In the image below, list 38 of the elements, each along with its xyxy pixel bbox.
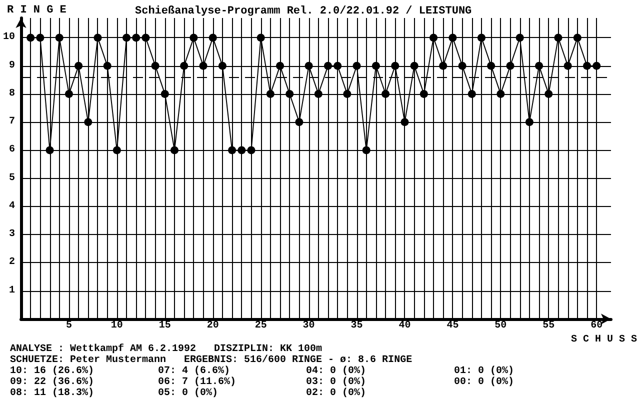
text: 00: 0 (0%) bbox=[454, 377, 514, 388]
chart-title: Schießanalyse-Programm Rel. 2.0/22.01.92 / LEISTUNG bbox=[135, 6, 472, 18]
x-tick-label: 15 bbox=[158, 320, 171, 332]
y-tick-label: 7 bbox=[8, 116, 15, 128]
text: 01: 0 (0%) bbox=[454, 366, 514, 377]
x-tick-label: 45 bbox=[446, 320, 459, 332]
text: 04: 0 (0%) bbox=[306, 366, 366, 377]
x-tick-label: 50 bbox=[494, 320, 507, 332]
x-tick-label: 10 bbox=[110, 320, 123, 332]
y-tick-label: 4 bbox=[8, 200, 15, 212]
x-tick-label: 25 bbox=[254, 320, 267, 332]
x-tick-label: 60 bbox=[590, 320, 603, 332]
y-tick-label: 10 bbox=[2, 32, 15, 44]
y-tick-label: 3 bbox=[8, 229, 15, 240]
x-tick-label: 35 bbox=[350, 320, 363, 332]
text: 09: 22 (36.6%) bbox=[10, 377, 94, 388]
x-tick-label: 55 bbox=[542, 320, 555, 332]
text: 07: 4 (6.6%) bbox=[158, 366, 230, 377]
text: 06: 7 (11.6%) bbox=[158, 377, 236, 388]
text: 03: 0 (0%) bbox=[306, 377, 366, 388]
x-tick-label: 5 bbox=[66, 320, 72, 332]
y-tick-label: 9 bbox=[8, 60, 15, 72]
x-axis-title: S C H U S S bbox=[570, 334, 638, 346]
y-axis-title: R I N G E bbox=[7, 4, 67, 16]
x-tick-label: 20 bbox=[206, 320, 219, 332]
text: 05: 0 (0%) bbox=[158, 388, 218, 399]
x-tick-label: 30 bbox=[302, 320, 315, 332]
text: 08: 11 (18.3%) bbox=[10, 388, 94, 399]
y-tick-label: 5 bbox=[8, 172, 15, 184]
y-tick-label: 8 bbox=[8, 88, 15, 100]
text: 02: 0 (0%) bbox=[306, 388, 366, 399]
y-tick-label: 1 bbox=[8, 285, 15, 296]
text: 10: 16 (26.6%) bbox=[10, 366, 94, 377]
text: ANALYSE : Wettkampf AM 6.2.1992 DISZIPLIN: KK 100m bbox=[10, 344, 322, 355]
y-tick-label: 2 bbox=[8, 257, 15, 268]
text: SCHUETZE: Peter Mustermann ERGEBNIS: 516/600 RINGE - ø: 8.6 RINGE bbox=[10, 355, 412, 366]
x-tick-label: 40 bbox=[398, 320, 411, 332]
y-tick-label: 6 bbox=[8, 144, 15, 156]
